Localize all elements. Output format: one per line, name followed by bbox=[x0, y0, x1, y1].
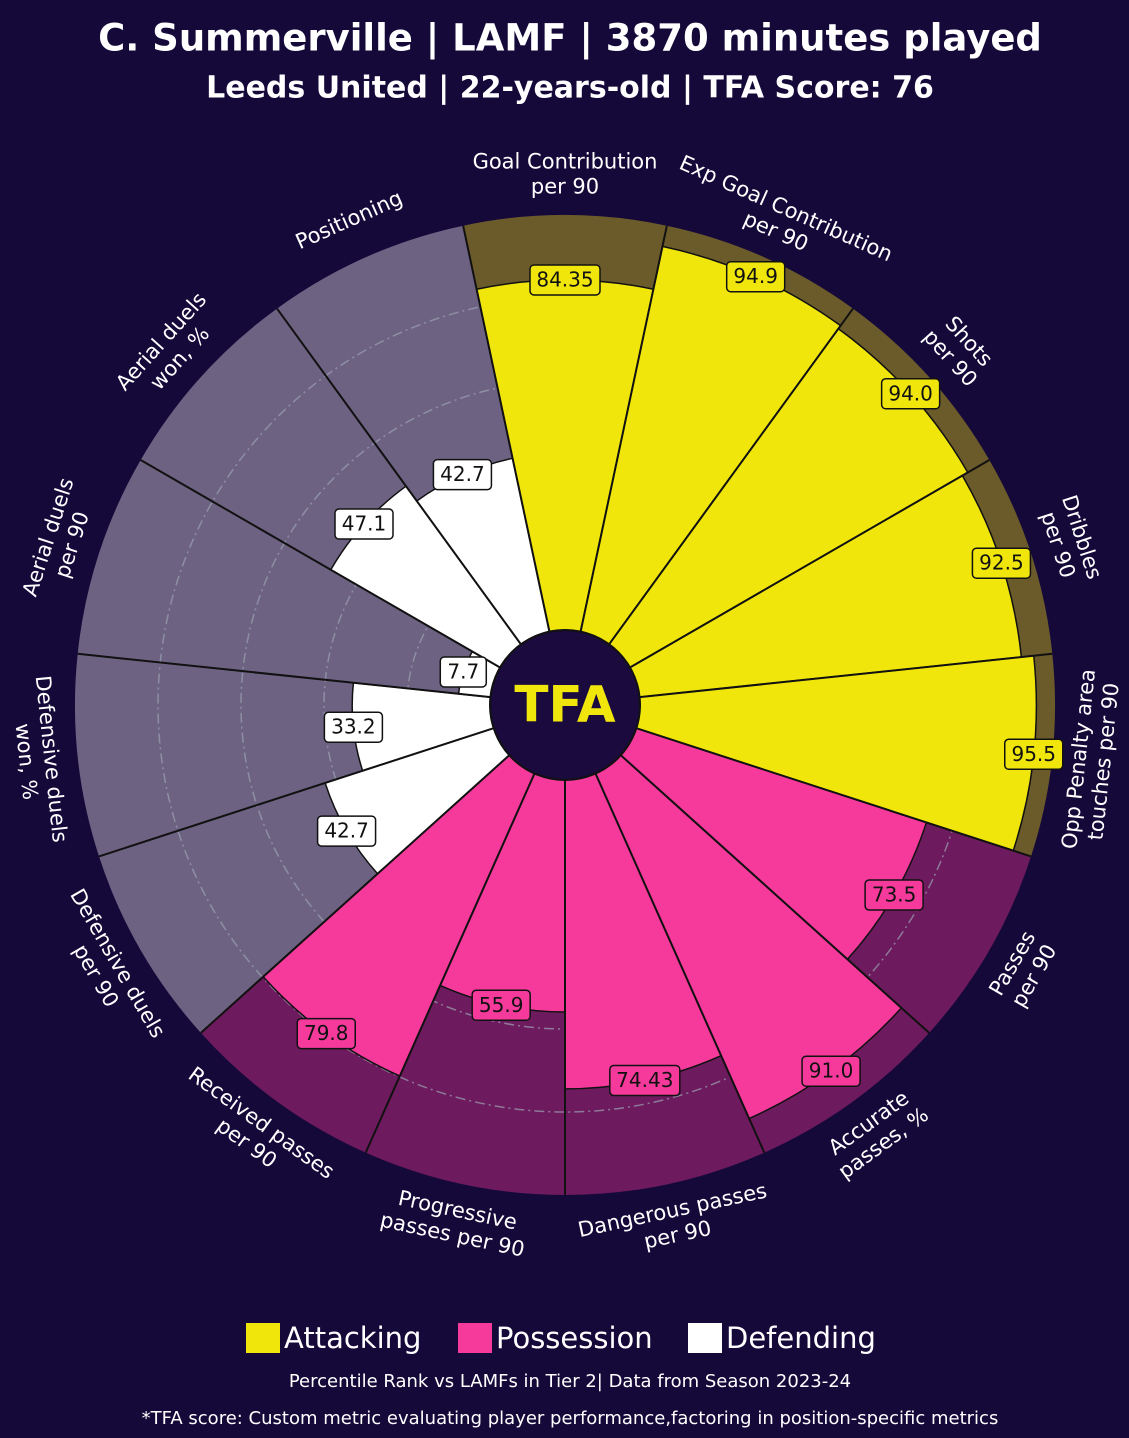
value-label-box bbox=[323, 711, 384, 743]
slice-separator bbox=[98, 727, 494, 858]
legend-swatch bbox=[246, 1323, 280, 1353]
value-label-box bbox=[1003, 738, 1064, 771]
value-label: 94.0 bbox=[888, 381, 933, 405]
legend-swatch bbox=[688, 1323, 722, 1353]
slice-separator bbox=[636, 727, 1032, 858]
value-label-box bbox=[334, 508, 394, 540]
slice-separator bbox=[629, 459, 990, 669]
value-label-box bbox=[880, 378, 941, 410]
category-label-line: Goal Contribution bbox=[473, 150, 658, 174]
value-label: 95.5 bbox=[1011, 742, 1056, 766]
value-label-box bbox=[439, 656, 488, 688]
value-label: 7.7 bbox=[447, 659, 479, 683]
value-label: 33.2 bbox=[331, 715, 376, 739]
value-label-box bbox=[471, 989, 531, 1022]
center-circle bbox=[489, 629, 641, 781]
legend-swatch bbox=[458, 1323, 492, 1353]
value-label-box bbox=[432, 458, 493, 491]
legend-label: Defending bbox=[726, 1321, 876, 1355]
value-label: 94.9 bbox=[733, 264, 778, 288]
value-label: 73.5 bbox=[872, 883, 917, 907]
chart-subtitle: Leeds United | 22-years-old | TFA Score:… bbox=[206, 71, 934, 106]
legend-label: Possession bbox=[496, 1321, 653, 1355]
slice-separator bbox=[200, 754, 510, 1034]
center-logo: TFA bbox=[514, 676, 616, 734]
value-label-box bbox=[971, 547, 1032, 579]
value-label-box bbox=[725, 260, 786, 293]
value-label-box bbox=[609, 1064, 681, 1097]
slice-separator bbox=[140, 459, 501, 669]
category-label-line: per 90 bbox=[531, 175, 599, 199]
slice-separator bbox=[620, 754, 930, 1034]
category-label-line: Positioning bbox=[292, 186, 406, 254]
legend-label: Attacking bbox=[284, 1321, 421, 1355]
footnote: Percentile Rank vs LAMFs in Tier 2| Data… bbox=[289, 1371, 851, 1392]
value-label: 47.1 bbox=[342, 512, 387, 536]
slice-separator bbox=[579, 225, 668, 632]
slice-separator bbox=[594, 773, 766, 1154]
value-label-box bbox=[801, 1055, 861, 1087]
footnote: *TFA score: Custom metric evaluating pla… bbox=[142, 1408, 999, 1429]
slice-separator bbox=[276, 307, 522, 645]
value-label: 92.5 bbox=[979, 551, 1024, 575]
value-label: 42.7 bbox=[440, 462, 485, 486]
value-label-box bbox=[864, 879, 924, 911]
slice-separator bbox=[77, 652, 491, 699]
slice-separator bbox=[364, 773, 536, 1154]
value-label-box bbox=[316, 815, 377, 847]
slice-separator bbox=[462, 225, 551, 632]
value-label: 55.9 bbox=[479, 993, 524, 1017]
chart-title: C. Summerville | LAMF | 3870 minutes pla… bbox=[98, 17, 1042, 60]
value-label-box bbox=[529, 264, 601, 296]
slice-separator bbox=[608, 307, 854, 645]
value-label: 42.7 bbox=[324, 819, 369, 843]
slice-separator bbox=[639, 652, 1053, 699]
category-label: Positioning bbox=[292, 186, 406, 254]
value-label: 84.35 bbox=[536, 267, 593, 291]
value-label: 91.0 bbox=[809, 1059, 854, 1083]
value-label: 74.43 bbox=[616, 1068, 673, 1092]
value-label-box bbox=[296, 1017, 357, 1050]
slice-background bbox=[77, 460, 501, 698]
value-label: 79.8 bbox=[304, 1021, 349, 1045]
